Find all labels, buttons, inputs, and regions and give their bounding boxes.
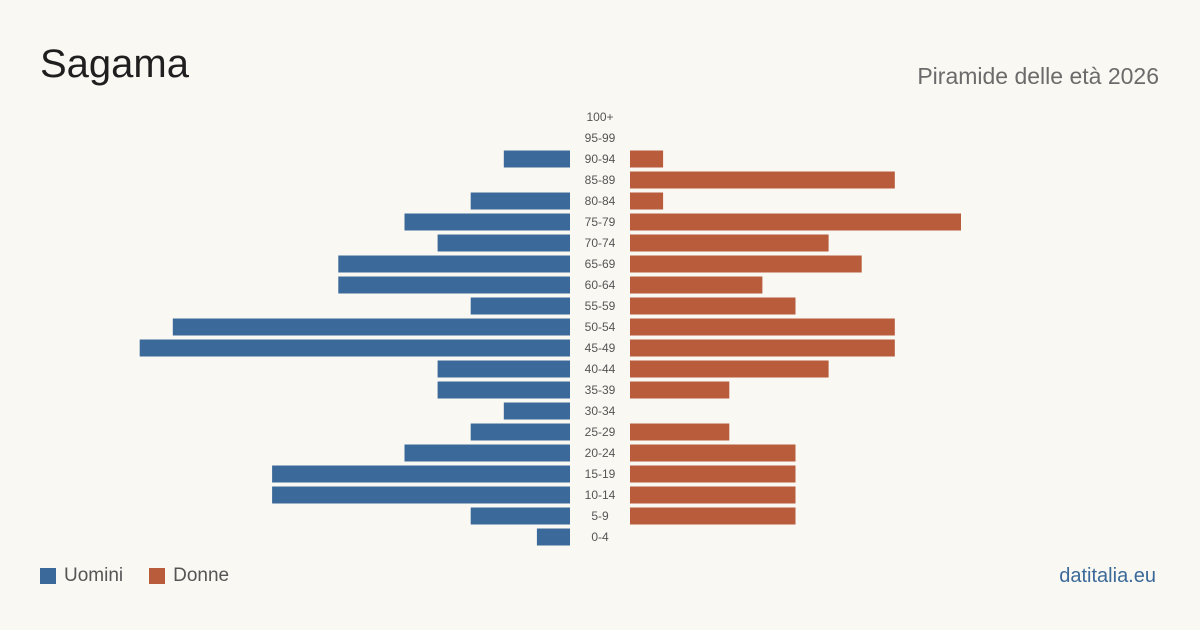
age-label-55-59: 55-59 xyxy=(585,299,616,313)
bar-women-25-29 xyxy=(630,423,730,441)
bar-men-5-9 xyxy=(470,507,570,525)
age-label-100+: 100+ xyxy=(586,110,613,124)
bar-women-10-14 xyxy=(630,486,796,504)
age-label-50-54: 50-54 xyxy=(585,320,616,334)
bar-women-90-94 xyxy=(630,150,664,168)
legend-swatch-men xyxy=(40,568,56,584)
bar-women-85-89 xyxy=(630,171,895,189)
legend-label-men: Uomini xyxy=(64,565,124,586)
bar-women-20-24 xyxy=(630,444,796,462)
bar-men-35-39 xyxy=(437,381,570,399)
age-label-45-49: 45-49 xyxy=(585,341,616,355)
source-link[interactable]: datitalia.eu xyxy=(1059,565,1156,587)
age-label-40-44: 40-44 xyxy=(585,362,616,376)
bar-men-50-54 xyxy=(172,318,571,336)
bar-women-80-84 xyxy=(630,192,664,210)
age-label-80-84: 80-84 xyxy=(585,194,616,208)
bar-men-60-64 xyxy=(338,276,570,294)
bar-men-80-84 xyxy=(470,192,570,210)
bar-men-40-44 xyxy=(437,360,570,378)
bar-men-90-94 xyxy=(503,150,570,168)
age-label-65-69: 65-69 xyxy=(585,257,616,271)
legend-swatch-women xyxy=(149,568,166,584)
age-label-95-99: 95-99 xyxy=(585,131,616,145)
age-label-75-79: 75-79 xyxy=(585,215,616,229)
legend-label-women: Donne xyxy=(173,565,230,586)
age-label-0-4: 0-4 xyxy=(591,530,609,544)
bar-men-10-14 xyxy=(272,486,570,504)
bar-men-55-59 xyxy=(470,297,570,315)
age-label-10-14: 10-14 xyxy=(585,488,616,502)
bar-women-60-64 xyxy=(630,276,763,294)
legend-item-women: Donne xyxy=(149,565,229,587)
age-label-60-64: 60-64 xyxy=(585,278,616,292)
legend-item-men: Uomini xyxy=(40,565,123,587)
bar-women-35-39 xyxy=(630,381,730,399)
age-label-20-24: 20-24 xyxy=(585,446,616,460)
age-label-90-94: 90-94 xyxy=(585,152,616,166)
age-label-15-19: 15-19 xyxy=(585,467,616,481)
bar-women-55-59 xyxy=(630,297,796,315)
bar-women-40-44 xyxy=(630,360,829,378)
age-label-85-89: 85-89 xyxy=(585,173,616,187)
bar-women-70-74 xyxy=(630,234,829,252)
bar-men-15-19 xyxy=(272,465,570,483)
bar-men-0-4 xyxy=(536,528,570,546)
bar-women-75-79 xyxy=(630,213,961,231)
age-label-25-29: 25-29 xyxy=(585,425,616,439)
bar-men-75-79 xyxy=(404,213,570,231)
age-label-30-34: 30-34 xyxy=(585,404,616,418)
bar-women-5-9 xyxy=(630,507,796,525)
bar-women-65-69 xyxy=(630,255,862,273)
bar-men-25-29 xyxy=(470,423,570,441)
bar-men-30-34 xyxy=(503,402,570,420)
chart-subtitle: Piramide delle età 2026 xyxy=(917,63,1159,89)
bar-men-70-74 xyxy=(437,234,570,252)
bar-women-15-19 xyxy=(630,465,796,483)
age-label-35-39: 35-39 xyxy=(585,383,616,397)
bar-women-50-54 xyxy=(630,318,895,336)
bar-men-65-69 xyxy=(338,255,570,273)
page-title: Sagama xyxy=(40,42,189,86)
age-label-5-9: 5-9 xyxy=(591,509,609,523)
chart-legend: Uomini Donne xyxy=(40,565,255,587)
age-label-70-74: 70-74 xyxy=(585,236,616,250)
bar-men-45-49 xyxy=(139,339,570,357)
bar-women-45-49 xyxy=(630,339,895,357)
bar-men-20-24 xyxy=(404,444,570,462)
